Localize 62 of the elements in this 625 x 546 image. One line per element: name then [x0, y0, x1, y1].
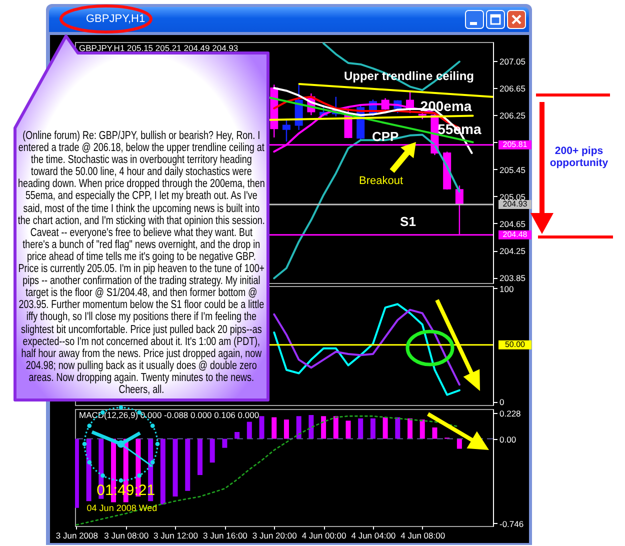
bar — [408, 418, 413, 439]
y-tick-label: 205.45 — [500, 164, 526, 175]
bar — [246, 422, 252, 439]
y-tick-label: 100 — [500, 284, 514, 294]
x-tick-label: 4 Jun 00:00 — [302, 530, 347, 540]
ref-line-label: 204.93 — [502, 199, 528, 208]
ref-line-label: 205.81 — [502, 140, 528, 149]
bar — [333, 416, 338, 439]
annotation: Breakout — [358, 174, 404, 188]
bar — [321, 416, 326, 439]
bar — [358, 418, 364, 439]
bar — [420, 420, 425, 439]
bar — [432, 427, 438, 439]
candlestick — [282, 118, 290, 142]
x-tick-label: 3 Jun 12:00 — [154, 530, 198, 540]
bar — [234, 432, 240, 439]
bar — [395, 417, 400, 439]
ref-line-label: 50.00 — [504, 340, 526, 349]
y-tick-label: 204.65 — [500, 218, 526, 229]
x-tick-label: 3 Jun 2008 — [56, 530, 98, 540]
bar — [210, 438, 215, 463]
chart-title: MACD(12,26,9) 0.000 -0.088 0.000 0.106 0.000 — [79, 410, 260, 420]
bar — [308, 415, 314, 439]
bar — [456, 438, 462, 449]
bar — [172, 438, 178, 497]
y-tick-label: 205.05 — [500, 192, 526, 202]
bar — [370, 418, 376, 439]
bar — [346, 420, 351, 439]
y-tick-label: 206.65 — [500, 84, 526, 94]
bar — [160, 438, 166, 504]
y-tick-label: 204.25 — [500, 246, 526, 256]
y-tick-label: 0.00 — [500, 434, 516, 444]
y-tick-label: -0.746 — [500, 518, 524, 529]
line-series — [273, 303, 460, 396]
bar — [197, 438, 202, 476]
bar — [296, 416, 302, 439]
text: 200+ pips opportunity — [548, 145, 610, 169]
annotation: 04 Jun 2008 Wed — [86, 503, 158, 514]
bar — [185, 438, 190, 491]
chart-subtitle: GBPJPY,H1 205.15 205.21 204.49 204.93 — [79, 43, 238, 53]
y-tick-label: 206.25 — [500, 110, 526, 121]
x-tick-label: 3 Jun 16:00 — [202, 530, 248, 540]
bar — [259, 416, 264, 439]
line-series — [273, 308, 460, 386]
ref-line-label: 204.48 — [502, 230, 528, 239]
bar — [222, 438, 228, 448]
bar — [272, 417, 277, 439]
y-tick-label: 203.85 — [500, 273, 526, 284]
y-tick-label: 0.228 — [500, 408, 522, 418]
bar — [86, 438, 92, 502]
y-tick-label: 207.05 — [500, 56, 526, 66]
x-tick-label: 3 Jun 08:00 — [104, 530, 149, 540]
bar — [382, 417, 388, 439]
bar — [284, 420, 289, 439]
text: (Online forum) Re: GBP/JPY, bullish or bearish? Hey, Ron. I entered a trade @ 206.18, below the upper trendline ceiling at the time. Stochastic was in overbought territory heading toward the 50.00 line, 4 hour and daily stochastics were heading down. When price dropped through the 200ema, then 55ema, and especially the CPP, I let my breath out. As I've said, most of the time I think the upcoming news is built into the chart action, and I'm sticking with that opinion this session. Caveat -- everyone's free to believe what they want. But there's a bunch of "red flag" news overnight, and the drop in price ahead of time tells me it's going to be negative GBP. Price is currently 205.05. I'm in pip heaven to the tune of 100+ pips -- another confirmation of the trading strategy. My initial target is the floor @ S1/204.48, and then former bottom @ 203.95. Further momentum below the S1 floor could be a little iffy though, so I'll close my positions there if I'm feeling the slightest bit uncomfortable. Price just pulled back 20 pips--as expected--so I'm not concerned about it. It's 1:00 am (PDT), half hour away from the news. Price just dropped again, now 204.98; now pulling back as it usually does @ double zero areas. Now dropping again. Twenty minutes to the news. Cheers, all. — [18, 130, 265, 396]
x-tick-label: 4 Jun 04:00 — [351, 530, 396, 540]
chart-title: GBPJPY,H1 — [86, 12, 146, 26]
y-tick-label: 0 — [500, 397, 504, 408]
bar — [75, 438, 79, 508]
x-tick-label: 4 Jun 08:00 — [400, 530, 446, 540]
annotation: S1 — [399, 214, 417, 230]
x-tick-label: 3 Jun 20:00 — [252, 530, 298, 540]
